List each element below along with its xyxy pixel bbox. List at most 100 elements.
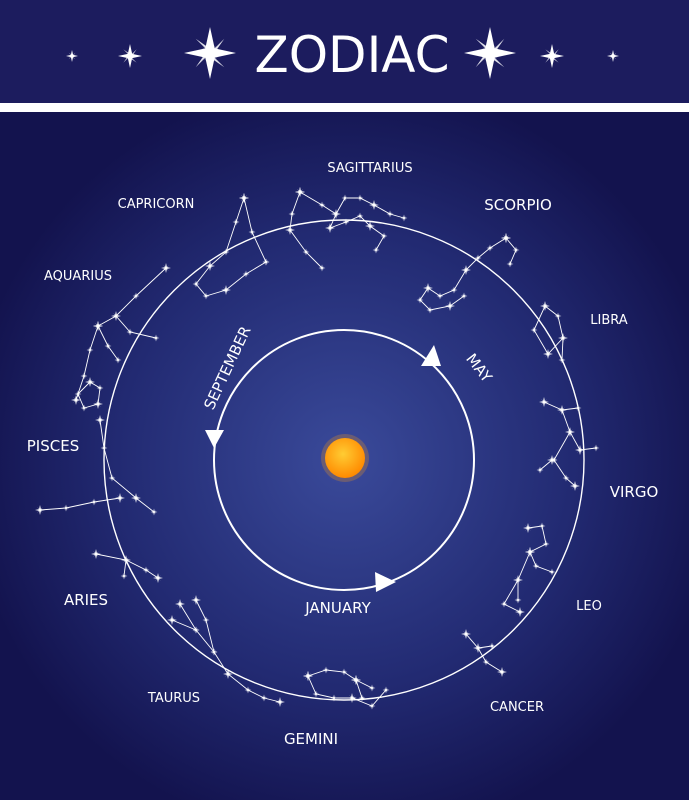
arrow-may-icon bbox=[421, 345, 441, 366]
star-icon bbox=[132, 292, 140, 300]
star-icon bbox=[91, 549, 101, 559]
inner-orbit bbox=[213, 329, 475, 591]
header-star-icon bbox=[540, 44, 564, 68]
star-icon bbox=[80, 372, 88, 380]
star-icon bbox=[513, 575, 523, 585]
constellation-line-libra bbox=[533, 305, 564, 355]
constellation-line-leo bbox=[503, 551, 531, 613]
star-icon bbox=[322, 666, 330, 674]
star-icon bbox=[542, 540, 550, 548]
star-icon bbox=[318, 201, 326, 209]
star-icon bbox=[558, 356, 566, 364]
star-icon bbox=[358, 694, 366, 702]
star-icon bbox=[486, 244, 494, 252]
star-icon bbox=[93, 399, 103, 409]
star-icon bbox=[248, 228, 256, 236]
header-star-icon bbox=[464, 27, 516, 79]
star-icon bbox=[312, 690, 320, 698]
star-icon bbox=[86, 378, 94, 386]
star-icon bbox=[302, 248, 310, 256]
star-icon bbox=[536, 466, 544, 474]
constellation-line-leo bbox=[527, 525, 553, 573]
star-icon bbox=[153, 573, 163, 583]
star-icon bbox=[239, 193, 249, 203]
star-icon bbox=[286, 226, 294, 234]
star-icon bbox=[368, 684, 376, 692]
outer-orbit bbox=[103, 219, 585, 701]
star-icon bbox=[416, 296, 424, 304]
constellation-line-gemini bbox=[307, 675, 387, 707]
star-icon bbox=[222, 248, 230, 256]
constellation-line-cancer bbox=[465, 633, 503, 673]
constellation-line-virgo bbox=[539, 459, 553, 471]
star-icon bbox=[242, 270, 250, 278]
month-january: JANUARY bbox=[304, 599, 371, 617]
star-icon bbox=[161, 263, 171, 273]
sign-scorpio: SCORPIO bbox=[484, 196, 552, 214]
sun bbox=[325, 438, 365, 478]
sign-libra: LIBRA bbox=[590, 313, 628, 328]
constellation-line-pisces bbox=[77, 381, 101, 409]
star-icon bbox=[558, 333, 568, 343]
star-icon bbox=[356, 212, 364, 220]
sign-sagittarius: SAGITTARIUS bbox=[327, 161, 412, 176]
star-icon bbox=[400, 214, 408, 222]
star-icon bbox=[152, 334, 160, 342]
star-icon bbox=[80, 404, 88, 412]
star-icon bbox=[167, 615, 177, 625]
star-icon bbox=[347, 693, 357, 703]
star-icon bbox=[532, 562, 540, 570]
star-icon bbox=[351, 675, 361, 685]
star-icon bbox=[356, 194, 364, 202]
star-icon bbox=[575, 445, 585, 455]
star-icon bbox=[260, 694, 268, 702]
star-icon bbox=[538, 522, 546, 530]
constellation-line-pisces bbox=[39, 497, 121, 511]
star-icon bbox=[473, 643, 483, 653]
star-icon bbox=[539, 397, 549, 407]
star-icon bbox=[126, 328, 134, 336]
star-icon bbox=[500, 600, 508, 608]
star-icon bbox=[386, 210, 394, 218]
star-icon bbox=[108, 474, 116, 482]
star-icon bbox=[330, 694, 338, 702]
star-icon bbox=[497, 667, 507, 677]
header-band bbox=[0, 0, 689, 103]
star-icon bbox=[90, 498, 98, 506]
star-icon bbox=[150, 508, 158, 516]
arrow-september-icon bbox=[205, 430, 224, 448]
star-icon bbox=[380, 232, 388, 240]
sign-aquarius: AQUARIUS bbox=[44, 269, 112, 284]
star-icon bbox=[565, 427, 575, 437]
star-icon bbox=[100, 444, 108, 452]
constellation-line-gemini bbox=[355, 679, 363, 699]
star-icon bbox=[554, 312, 562, 320]
star-icon bbox=[512, 246, 520, 254]
star-icon bbox=[368, 702, 376, 710]
star-icon bbox=[303, 671, 313, 681]
star-icon bbox=[210, 648, 218, 656]
header-star-icon bbox=[184, 27, 236, 79]
star-icon bbox=[482, 658, 490, 666]
star-icon bbox=[120, 572, 128, 580]
sign-gemini: GEMINI bbox=[284, 730, 338, 748]
star-icon bbox=[192, 280, 200, 288]
constellation-line-taurus bbox=[171, 619, 197, 631]
star-icon bbox=[95, 415, 105, 425]
star-icon bbox=[111, 311, 121, 321]
star-icon bbox=[202, 292, 210, 300]
star-icon bbox=[275, 697, 285, 707]
star-icon bbox=[74, 390, 82, 398]
star-icon bbox=[547, 455, 557, 465]
header-star-icon bbox=[66, 50, 78, 62]
star-icon bbox=[514, 596, 522, 604]
header-star-icon bbox=[118, 44, 142, 68]
sign-leo: LEO bbox=[576, 599, 602, 614]
star-icon bbox=[104, 342, 112, 350]
star-icon bbox=[530, 326, 538, 334]
star-icon bbox=[365, 221, 375, 231]
star-icon bbox=[562, 474, 570, 482]
